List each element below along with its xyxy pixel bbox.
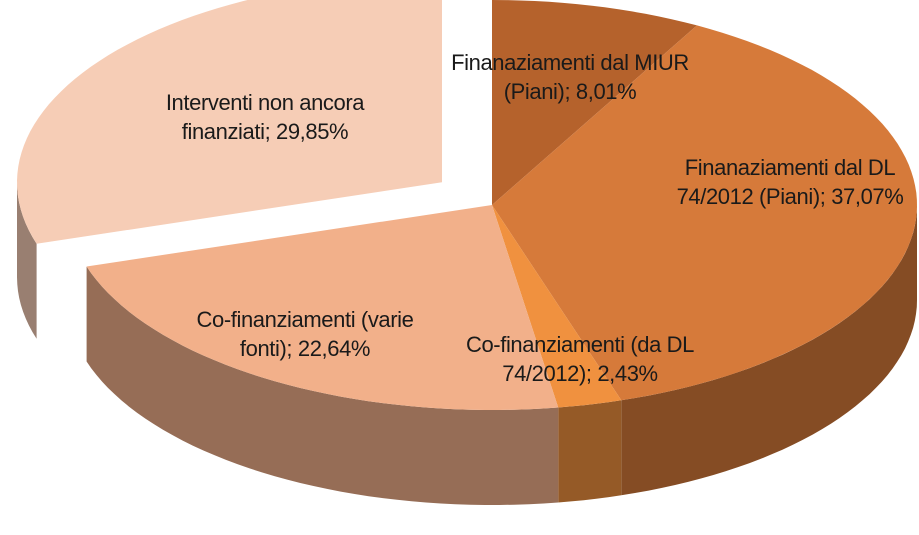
data-label: Interventi non ancora finanziati; 29,85% bbox=[165, 90, 365, 144]
slice bbox=[492, 205, 622, 408]
data-label-box: Finanaziamenti dal MIUR (Piani); 8,01% bbox=[451, 50, 689, 104]
data-label-box: Co-finanziamenti (varie fonti); 22,64% bbox=[196, 307, 414, 361]
slice-side bbox=[17, 182, 37, 339]
data-label: Co-finanziamenti (da DL 74/2012); 2,43% bbox=[465, 332, 695, 386]
slice-side bbox=[558, 400, 622, 503]
slice bbox=[17, 0, 443, 244]
slice bbox=[492, 0, 697, 205]
data-label-box: Co-finanziamenti (da DL 74/2012); 2,43% bbox=[465, 332, 695, 386]
slice-side bbox=[86, 266, 559, 505]
slice-side bbox=[621, 205, 917, 496]
data-label: Finanaziamenti dal MIUR (Piani); 8,01% bbox=[451, 50, 689, 104]
data-label: Co-finanziamenti (varie fonti); 22,64% bbox=[196, 307, 414, 361]
slice bbox=[492, 25, 917, 401]
data-label-box: Finanaziamenti dal DL 74/2012 (Piani); 3… bbox=[676, 155, 904, 209]
slice bbox=[86, 205, 559, 410]
data-label: Finanaziamenti dal DL 74/2012 (Piani); 3… bbox=[676, 155, 904, 209]
data-label-box: Interventi non ancora finanziati; 29,85% bbox=[165, 90, 365, 144]
